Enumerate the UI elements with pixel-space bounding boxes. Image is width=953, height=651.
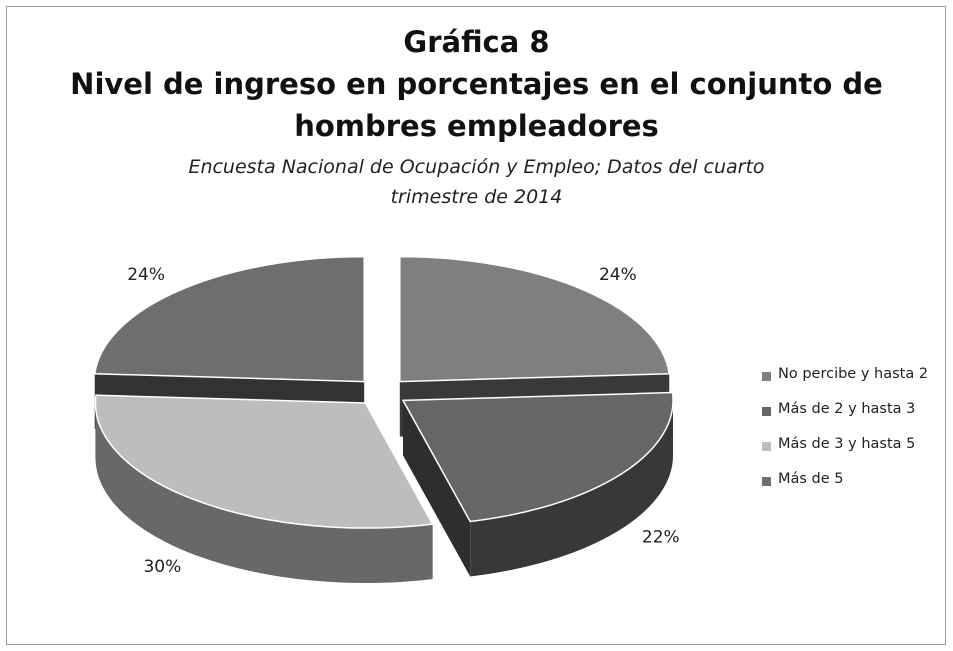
chart-title-line-2: Nivel de ingreso en porcentajes en el co… — [70, 67, 883, 101]
legend-label: Más de 3 y hasta 5 — [778, 436, 916, 452]
legend-label: No percibe y hasta 2 — [778, 366, 929, 382]
pie-data-label: 24% — [127, 265, 165, 285]
pie-slice-outer-wall — [470, 400, 674, 577]
legend-item: No percibe y hasta 2 — [762, 366, 947, 403]
chart-subtitle-line-1: Encuesta Nacional de Ocupación y Empleo;… — [188, 156, 765, 178]
pie-data-label: 30% — [143, 557, 181, 577]
chart-subtitle-line-2: trimestre de 2014 — [390, 186, 563, 208]
legend-label: Más de 5 — [778, 471, 844, 487]
legend-item: Más de 2 y hasta 3 — [762, 401, 947, 438]
pie-slice — [93, 255, 365, 383]
chart-legend: No percibe y hasta 2 Más de 2 y hasta 3 … — [762, 366, 947, 508]
pie-slice-outer-wall — [95, 403, 433, 584]
pie-slice — [401, 391, 674, 523]
legend-swatch — [762, 442, 771, 451]
legend-swatch — [762, 477, 771, 486]
pie-slice — [399, 255, 671, 383]
legend-item: Más de 3 y hasta 5 — [762, 436, 947, 473]
pie-data-label: 22% — [642, 528, 680, 548]
pie-slice-cut-face — [403, 400, 471, 577]
legend-swatch — [762, 407, 771, 416]
pie-slice — [94, 394, 434, 529]
legend-item: Más de 5 — [762, 471, 947, 508]
legend-label: Más de 2 y hasta 3 — [778, 401, 916, 417]
legend-swatch — [762, 372, 771, 381]
chart-title-line-3: hombres empleadores — [294, 109, 659, 143]
chart-title-line-1: Gráfica 8 — [403, 25, 550, 59]
pie-data-label: 24% — [599, 265, 637, 285]
pie-tops — [93, 255, 674, 529]
